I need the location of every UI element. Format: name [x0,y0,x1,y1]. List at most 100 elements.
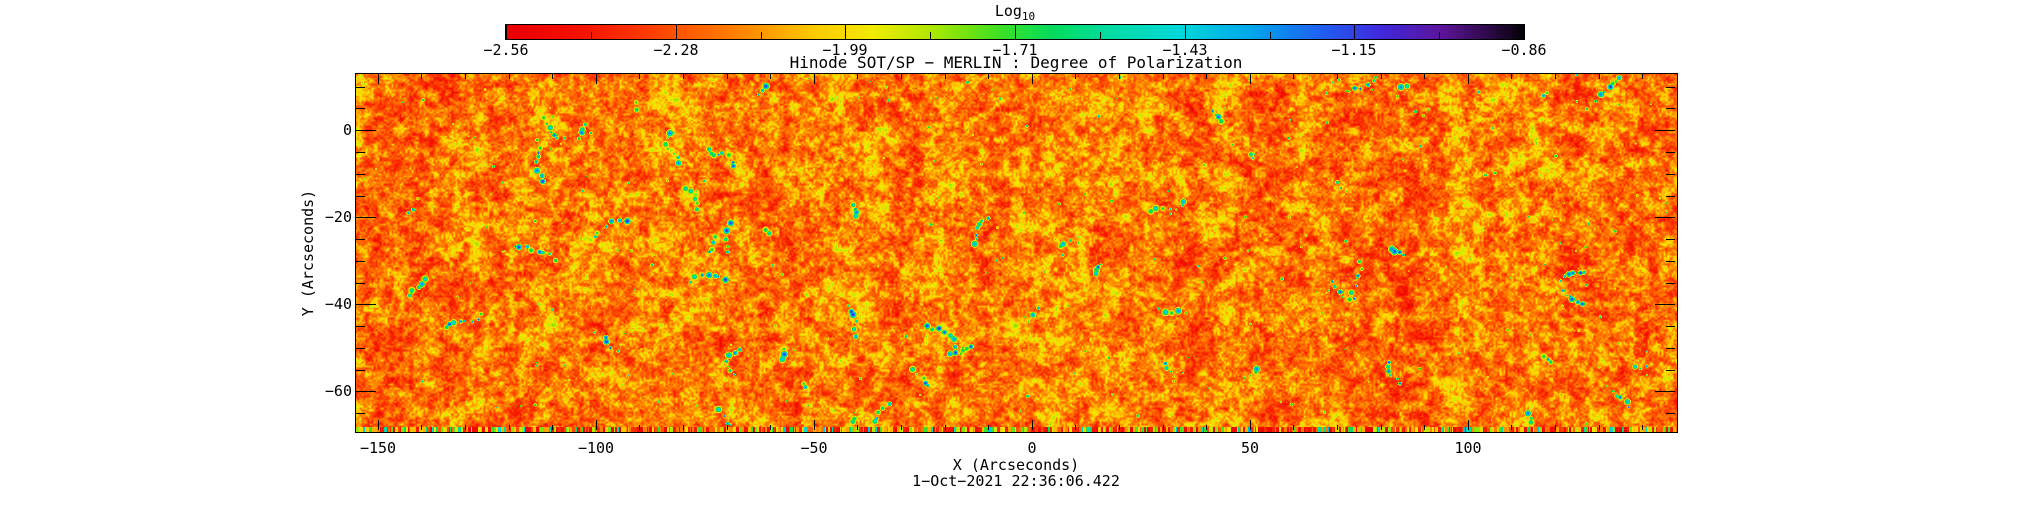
y-axis-tick [1655,130,1675,131]
colorbar-tick [506,25,507,39]
x-axis-tick [1032,74,1033,84]
x-axis-tick [1119,74,1120,79]
x-axis-tick [1642,74,1643,79]
x-axis-tick [1075,74,1076,79]
colorbar-tick-label: −1.99 [822,41,868,59]
colorbar-tick [930,32,931,39]
colorbar-tick-label: −1.15 [1331,41,1377,59]
y-axis-tick [356,370,365,371]
y-axis-tick [1666,261,1675,262]
x-axis-tick [1424,74,1425,79]
x-axis-tick [988,425,989,430]
y-axis-tick [1666,174,1675,175]
x-axis-tick [814,420,815,430]
y-axis-tick [1666,283,1675,284]
x-axis-tick [945,74,946,79]
x-axis-tick [1599,425,1600,430]
y-axis-tick [1666,370,1675,371]
colorbar-title: Log10 [895,2,1135,23]
y-axis-tick [356,217,376,218]
y-axis-tick [356,87,365,88]
plot-area [355,73,1678,433]
y-axis-tick [356,304,376,305]
colorbar-tick [676,25,677,39]
x-axis-tick [857,425,858,430]
x-axis-tick [683,74,684,79]
y-axis-tick [356,283,365,284]
x-axis-tick [421,425,422,430]
x-axis-tick [1468,74,1469,84]
x-axis-tick [1424,425,1425,430]
y-axis-tick [1666,87,1675,88]
x-tick-label: 100 [1454,439,1482,457]
x-axis-tick [1555,425,1556,430]
colorbar-tick [1524,25,1525,39]
y-axis-tick [1655,391,1675,392]
colorbar-tick-label: −0.86 [1501,41,1547,59]
y-axis-tick [356,174,365,175]
x-axis-tick [509,74,510,79]
x-axis-tick [1206,74,1207,79]
colorbar-tick [591,32,592,39]
y-axis-tick [356,348,365,349]
y-axis-tick [1666,108,1675,109]
x-tick-label: −50 [800,439,828,457]
heatmap-image [356,74,1677,432]
x-axis-tick [1555,74,1556,79]
x-axis-tick [1381,74,1382,79]
x-axis-tick [378,420,379,430]
colorbar-title-subscript: 10 [1021,10,1036,23]
x-axis-tick [1163,425,1164,430]
x-axis-tick [639,425,640,430]
x-axis-tick [770,74,771,79]
x-axis-tick [1381,425,1382,430]
x-axis-tick [1119,425,1120,430]
x-axis-tick [552,74,553,79]
y-axis-tick [356,239,365,240]
y-axis-tick [356,196,365,197]
colorbar-tick [1270,32,1271,39]
x-axis-tick [1075,425,1076,430]
x-axis-tick [639,74,640,79]
x-tick-label: −100 [577,439,615,457]
colorbar-tick-label: −1.71 [992,41,1038,59]
y-axis-tick [356,130,376,131]
x-axis-tick [814,74,815,84]
timestamp-caption: 1−Oct−2021 22:36:06.422 [912,472,1120,490]
x-axis-tick [1511,74,1512,79]
x-tick-label: 50 [1240,439,1260,457]
y-axis-tick [1655,304,1675,305]
x-axis-tick [1293,425,1294,430]
colorbar-tick [1439,32,1440,39]
x-axis-tick [727,74,728,79]
y-axis-tick [356,152,365,153]
x-axis-tick [1511,425,1512,430]
x-axis-tick [988,74,989,79]
y-axis-label: Y (Arcseconds) [299,189,317,317]
colorbar-tick-label: −2.56 [483,41,529,59]
x-axis-tick [1337,425,1338,430]
y-axis-tick [1666,348,1675,349]
x-axis-tick [683,425,684,430]
colorbar-title-text: Log [994,2,1022,20]
x-axis-tick [1599,74,1600,79]
y-axis-tick [356,326,365,327]
y-tick-label: −60 [324,382,352,400]
colorbar-tick-label: −2.28 [653,41,699,59]
y-axis-tick [356,261,365,262]
y-axis-tick [356,413,365,414]
x-axis-tick [1337,74,1338,79]
x-axis-tick [421,74,422,79]
x-axis-tick [857,74,858,79]
colorbar-tick [1354,25,1355,39]
x-axis-tick [465,74,466,79]
x-axis-tick [465,425,466,430]
x-axis-tick [596,420,597,430]
x-axis-tick [552,425,553,430]
x-axis-tick [1250,420,1251,430]
x-tick-label: 0 [1027,439,1037,457]
x-axis-tick [1468,420,1469,430]
colorbar-tick [1015,25,1016,39]
x-tick-label: −150 [359,439,397,457]
colorbar-tick [761,32,762,39]
